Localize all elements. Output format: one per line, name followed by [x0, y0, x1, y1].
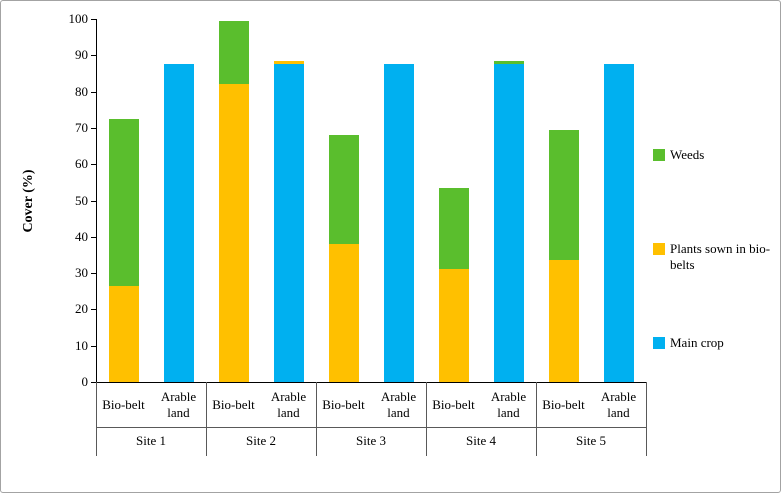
y-tick-mark — [91, 55, 96, 57]
y-tick-mark — [91, 309, 96, 311]
x-category-label: Bio-belt — [542, 397, 585, 413]
bar-segment-weeds — [328, 135, 359, 245]
y-tick-mark — [91, 345, 96, 347]
y-tick-mark — [91, 19, 96, 20]
y-tick-label: 20 — [75, 301, 88, 317]
category-separator — [96, 382, 97, 456]
bar-segment-plants-sown-in-bio-belts — [548, 260, 579, 382]
x-group-label: Site 5 — [576, 433, 606, 448]
legend-item: Weeds — [653, 147, 777, 163]
legend-swatch-icon — [653, 243, 665, 255]
x-group-label: Site 4 — [466, 433, 496, 448]
bar-segment-weeds — [108, 118, 139, 286]
legend-swatch-icon — [653, 149, 665, 161]
bar-segment-plants-sown-in-bio-belts — [218, 84, 249, 382]
bar-segment-main-crop — [273, 64, 304, 382]
y-tick-mark — [91, 273, 96, 275]
y-tick-mark — [91, 200, 96, 202]
x-group-label: Site 1 — [136, 433, 166, 448]
y-tick-mark — [91, 382, 96, 383]
y-tick-label: 70 — [75, 119, 88, 135]
bar-segment-weeds — [438, 187, 469, 270]
category-separator — [206, 382, 207, 456]
x-category-label: Bio-belt — [212, 397, 255, 413]
bar-segment-plants-sown-in-bio-belts — [328, 244, 359, 382]
y-tick-label: 50 — [75, 192, 88, 208]
x-group-label: Site 3 — [356, 433, 386, 448]
category-separator — [536, 382, 537, 456]
legend-label: Weeds — [670, 147, 705, 162]
bar-segment-plants-sown-in-bio-belts — [108, 285, 139, 382]
legend-label: Plants sown in bio-belts — [670, 241, 771, 273]
bar-segment-main-crop — [603, 64, 634, 382]
x-category-label: Bio-belt — [322, 397, 365, 413]
x-category-label: Bio-belt — [102, 397, 145, 413]
x-category-label: Arable land — [160, 389, 197, 420]
y-tick-label: 40 — [75, 228, 88, 244]
y-tick-label: 90 — [75, 47, 88, 63]
y-axis-title: Cover (%) — [21, 169, 36, 233]
bar-segment-main-crop — [383, 64, 414, 382]
legend-label: Main crop — [670, 335, 724, 350]
bar-segment-weeds — [548, 129, 579, 261]
bar-segment-plants-sown-in-bio-belts — [273, 60, 304, 65]
category-separator — [426, 382, 427, 456]
y-tick-mark — [91, 236, 96, 238]
label-row-separator — [96, 427, 647, 428]
y-tick-label: 0 — [81, 374, 89, 389]
category-separator — [646, 382, 647, 456]
legend-swatch-icon — [653, 337, 665, 349]
y-tick-label: 80 — [75, 83, 88, 99]
x-category-label: Arable land — [600, 389, 637, 420]
y-tick-mark — [91, 127, 96, 129]
y-axis-line — [96, 19, 97, 382]
y-tick-label: 60 — [75, 156, 88, 172]
x-axis-line — [96, 382, 647, 383]
legend-item: Main crop — [653, 335, 777, 351]
bar-segment-main-crop — [493, 64, 524, 382]
bar-segment-weeds — [218, 20, 249, 85]
x-category-label: Arable land — [270, 389, 307, 420]
y-tick-mark — [91, 91, 96, 93]
x-category-label: Arable land — [490, 389, 527, 420]
legend-item: Plants sown in bio-belts — [653, 241, 777, 274]
y-tick-label: 30 — [75, 265, 88, 281]
y-tick-mark — [91, 164, 96, 166]
x-group-label: Site 2 — [246, 433, 276, 448]
x-category-label: Bio-belt — [432, 397, 475, 413]
y-tick-label: 100 — [68, 11, 89, 26]
bar-segment-plants-sown-in-bio-belts — [438, 269, 469, 382]
category-separator — [316, 382, 317, 456]
bar-segment-weeds — [493, 60, 524, 65]
y-tick-label: 10 — [75, 337, 88, 353]
x-category-label: Arable land — [380, 389, 417, 420]
bar-segment-main-crop — [163, 64, 194, 382]
